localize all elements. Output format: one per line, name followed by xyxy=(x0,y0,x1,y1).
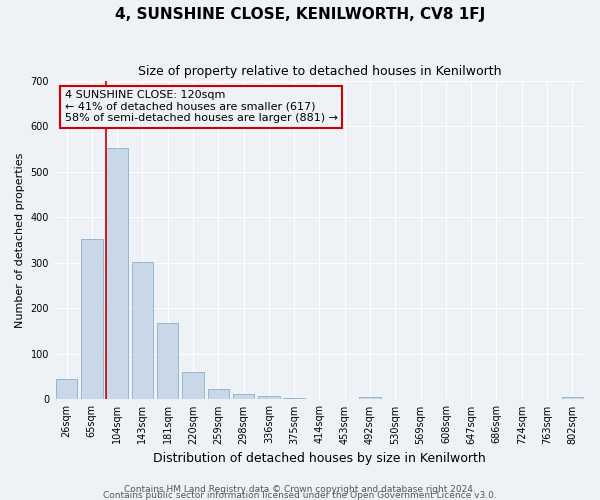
Bar xyxy=(208,390,229,400)
Bar xyxy=(562,397,583,400)
Bar xyxy=(106,148,128,400)
Bar xyxy=(56,379,77,400)
Bar xyxy=(131,262,153,400)
Text: Contains HM Land Registry data © Crown copyright and database right 2024.: Contains HM Land Registry data © Crown c… xyxy=(124,486,476,494)
Y-axis label: Number of detached properties: Number of detached properties xyxy=(15,152,25,328)
Text: 4, SUNSHINE CLOSE, KENILWORTH, CV8 1FJ: 4, SUNSHINE CLOSE, KENILWORTH, CV8 1FJ xyxy=(115,8,485,22)
Bar xyxy=(233,394,254,400)
X-axis label: Distribution of detached houses by size in Kenilworth: Distribution of detached houses by size … xyxy=(153,452,486,465)
Bar xyxy=(157,323,178,400)
Text: 4 SUNSHINE CLOSE: 120sqm
← 41% of detached houses are smaller (617)
58% of semi-: 4 SUNSHINE CLOSE: 120sqm ← 41% of detach… xyxy=(65,90,338,124)
Bar xyxy=(359,397,381,400)
Bar xyxy=(258,396,280,400)
Text: Contains public sector information licensed under the Open Government Licence v3: Contains public sector information licen… xyxy=(103,492,497,500)
Title: Size of property relative to detached houses in Kenilworth: Size of property relative to detached ho… xyxy=(138,65,501,78)
Bar xyxy=(81,239,103,400)
Bar xyxy=(182,372,204,400)
Bar xyxy=(283,398,305,400)
